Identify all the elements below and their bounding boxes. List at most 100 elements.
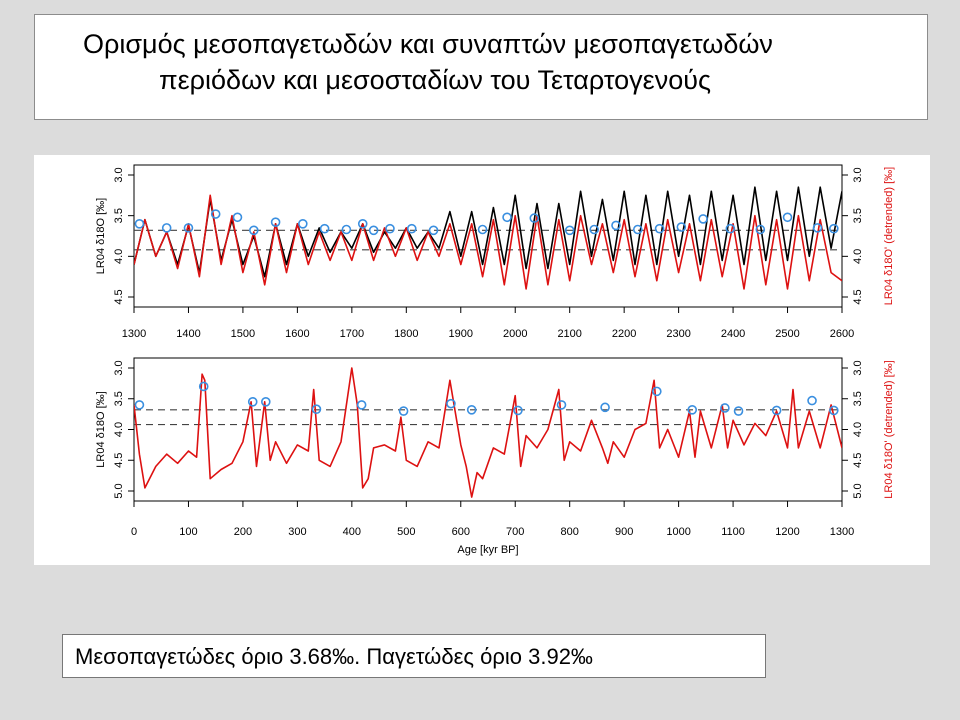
top-marker-point — [654, 223, 665, 234]
slide-title-box: Ορισμός μεσοπαγετωδών και συναπτών μεσοπ… — [34, 14, 928, 120]
top-marker-point — [341, 224, 352, 235]
top-marker-point — [725, 223, 736, 234]
bottom-marker-point — [398, 406, 409, 416]
top-x-tick-label: 1900 — [449, 328, 473, 340]
bottom-x-tick-label: 500 — [397, 526, 415, 538]
bottom-marker-point — [687, 405, 698, 415]
chart-svg: 1300 1400 1500 1600 1700 1800 1900 2000 2100 2200… — [95, 164, 895, 556]
top-marker-point — [589, 224, 600, 235]
bottom-marker-point — [829, 405, 839, 416]
bottom-x-tick-label: 800 — [561, 526, 579, 538]
top-marker-point — [782, 212, 793, 223]
caption-text: Μεσοπαγετώδες όριο 3.68‰. Παγετώδες όριο… — [75, 644, 593, 669]
bottom-y-left-tick-label: 3.0 — [113, 360, 125, 375]
top-x-tick-label: 1700 — [340, 328, 364, 340]
bottom-y-right-tick-label: 4.5 — [852, 453, 864, 468]
bottom-x-axis-title: Age [kyr BP] — [457, 544, 518, 556]
bottom-x-tick-label: 400 — [343, 526, 361, 538]
top-marker-point — [812, 223, 823, 233]
top-marker-point — [134, 219, 145, 229]
bottom-y-right-tick-label: 5.0 — [852, 483, 864, 498]
bottom-marker-point — [600, 402, 610, 413]
top-marker-point — [477, 224, 488, 235]
top-y-left-tick-label: 3.0 — [113, 167, 125, 182]
bottom-marker-point — [134, 400, 145, 410]
bottom-marker-point — [652, 386, 662, 397]
bottom-y-right-tick-label: 4.0 — [852, 422, 864, 437]
top-marker-point — [502, 212, 512, 223]
top-marker-point — [698, 214, 708, 224]
top-y-left-tick-label: 3.5 — [113, 208, 125, 223]
bottom-marker-point — [733, 406, 744, 416]
top-x-tick-label: 1600 — [285, 328, 309, 340]
caption-box: Μεσοπαγετώδες όριο 3.68‰. Παγετώδες όριο… — [62, 634, 766, 678]
top-x-tick-label: 2000 — [503, 328, 527, 340]
bottom-x-tick-label: 600 — [452, 526, 470, 538]
bottom-x-tick-label: 100 — [179, 526, 197, 538]
bottom-marker-point — [807, 395, 817, 406]
bottom-marker-point — [260, 397, 271, 407]
slide-title-line-2: περιόδων και μεσοσταδίων του Τεταρτογενο… — [159, 65, 712, 95]
top-marker-point — [368, 225, 379, 236]
bottom-x-tick-label: 1200 — [775, 526, 799, 538]
top-raw-series-line — [134, 186, 842, 278]
top-y-right-axis-title: LR04 δ18O' (detrended) [‰] — [883, 167, 895, 305]
top-x-tick-label: 1400 — [176, 328, 200, 340]
top-marker-point — [385, 223, 395, 234]
bottom-y-left-tick-label: 5.0 — [113, 483, 125, 498]
top-detrended-series-line — [134, 194, 842, 290]
top-x-tick-label: 1800 — [394, 328, 418, 340]
top-x-tick-label: 2200 — [612, 328, 636, 340]
top-marker-point — [161, 223, 172, 233]
top-marker-point — [249, 225, 259, 236]
bottom-marker-point — [247, 397, 258, 407]
top-marker-point — [406, 223, 417, 234]
bottom-plot-frame — [133, 357, 843, 502]
top-marker-point — [428, 225, 439, 236]
bottom-marker-point — [513, 405, 523, 416]
bottom-x-tick-label: 300 — [288, 526, 306, 538]
top-y-right-tick-label: 3.0 — [852, 167, 864, 182]
bottom-y-left-tick-label: 4.0 — [113, 422, 125, 437]
bottom-x-tick-label: 200 — [234, 526, 252, 538]
top-x-tick-label: 2500 — [775, 328, 799, 340]
bottom-y-left-tick-label: 4.5 — [113, 453, 125, 468]
bottom-marker-point — [771, 405, 782, 416]
top-marker-point — [829, 223, 839, 234]
bottom-y-right-axis-title: LR04 δ18O' (detrended) [‰] — [883, 360, 895, 498]
slide-title-line-1: Ορισμός μεσοπαγετωδών και συναπτών μεσοπ… — [83, 29, 773, 59]
top-x-tick-label: 2600 — [830, 328, 854, 340]
bottom-marker-point — [356, 400, 367, 410]
bottom-marker-point — [311, 404, 322, 415]
bottom-marker-point — [466, 405, 477, 415]
bottom-marker-point — [446, 398, 456, 409]
top-x-tick-label: 2300 — [666, 328, 690, 340]
bottom-y-right-tick-label: 3.5 — [852, 391, 864, 406]
chart-figure: 1300 1400 1500 1600 1700 1800 1900 2000 2100 2200… — [34, 155, 930, 565]
top-y-left-axis-title: LR04 δ18O [‰] — [95, 198, 107, 274]
top-y-right-tick-label: 4.0 — [852, 249, 864, 264]
top-marker-point — [232, 212, 243, 223]
top-marker-point — [632, 224, 643, 235]
bottom-x-tick-label: 1000 — [666, 526, 690, 538]
top-x-tick-label: 2100 — [557, 328, 581, 340]
bottom-detrended-series-line — [134, 367, 842, 498]
bottom-x-tick-label: 0 — [131, 526, 137, 538]
bottom-marker-point — [556, 400, 567, 410]
top-marker-point — [298, 219, 308, 229]
bottom-x-tick-label: 1100 — [721, 526, 745, 538]
bottom-marker-point — [720, 403, 730, 413]
bottom-x-tick-label: 1300 — [830, 526, 854, 538]
top-marker-point — [611, 220, 621, 231]
top-marker-point — [183, 223, 194, 233]
top-marker-point — [319, 223, 330, 234]
top-x-tick-label: 1300 — [122, 328, 146, 340]
top-marker-point — [210, 209, 221, 219]
top-x-tick-label: 1500 — [231, 328, 255, 340]
top-marker-point — [676, 222, 687, 232]
top-y-left-tick-label: 4.5 — [113, 289, 125, 304]
bottom-y-left-tick-label: 3.5 — [113, 391, 125, 406]
top-y-right-tick-label: 3.5 — [852, 208, 864, 223]
bottom-y-left-axis-title: LR04 δ18O [‰] — [95, 391, 107, 467]
bottom-x-tick-label: 900 — [615, 526, 633, 538]
